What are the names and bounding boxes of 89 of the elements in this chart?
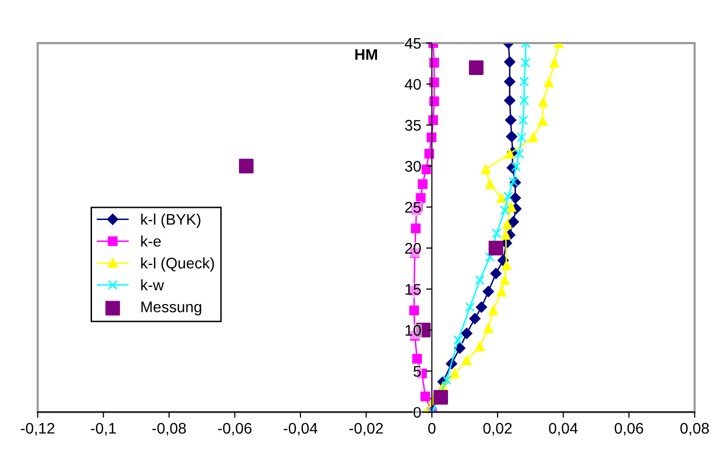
x-tick-label: -0,1 [90,422,116,436]
point [238,158,254,174]
point [506,202,516,212]
point [502,260,512,270]
point [508,216,519,228]
y-tick-label: 0 [414,406,421,418]
point [453,335,463,345]
point [450,368,460,378]
point [504,56,516,68]
y-tick-label: 20 [405,242,421,254]
point [504,94,516,106]
point [504,76,516,88]
point [482,286,494,298]
point [469,312,480,324]
x-tick-label: -0,08 [152,422,186,436]
point [418,179,428,189]
x-tick-label: 0,04 [548,422,578,436]
point [492,228,502,238]
point [519,76,530,86]
point [520,58,530,68]
point [416,193,426,203]
point [490,268,502,280]
point [409,306,419,316]
point [538,116,548,126]
point [496,286,506,296]
y-tick-label: 25 [405,202,421,213]
x-tick-label: 0,08 [680,422,709,436]
point [442,375,452,385]
x-tick-label: -0,02 [349,422,383,436]
legend-label: k-w [141,279,164,290]
point [508,176,518,187]
point [504,148,515,159]
point [502,219,512,230]
point [511,162,521,172]
point [429,78,440,88]
point [484,324,494,334]
point [510,192,521,204]
point [480,164,491,174]
point [488,306,498,316]
point [500,275,510,285]
point [465,302,475,312]
y-tick-label: 35 [405,120,421,131]
point [496,193,506,203]
y-tick-label: 30 [405,160,421,172]
x-tick-label: -0,12 [20,422,54,436]
point [518,115,528,126]
y-tick-label: 10 [406,324,421,336]
point [461,328,472,339]
point [505,114,516,126]
y-tick-label: 40 [404,78,421,90]
x-tick-label: -0,06 [218,422,252,436]
point [519,96,530,106]
point [485,179,495,189]
y-tick-label: 45 [404,38,421,49]
x-tick-label: 0,02 [483,422,512,436]
point [528,132,538,142]
legend-label: k-l (BYK) [141,214,200,228]
point [426,132,436,142]
point [420,392,430,402]
point [488,240,504,256]
point [462,356,472,366]
x-tick-label: 0,06 [614,422,644,436]
legend-label: k-l (Queck) [141,257,214,272]
point [514,148,524,159]
point [410,224,421,234]
point [476,302,488,313]
point [474,275,485,285]
point [485,252,495,262]
point [500,230,511,240]
point [468,60,484,75]
x-tick-label: 0 [428,422,436,434]
point [421,164,431,174]
point [506,130,518,142]
x-tick-label: -0,04 [284,422,318,436]
point [454,342,466,354]
legend-label: k-e [141,235,161,247]
y-tick-label: 5 [414,366,421,377]
point [516,132,526,142]
point [433,390,448,405]
point [412,354,422,364]
y-tick-label: 15 [406,284,421,295]
point [550,58,560,68]
legend-label: Messung [141,302,202,316]
point [544,78,554,88]
chart-title: HM [355,49,378,60]
point [503,192,513,202]
point [474,342,485,352]
point [538,97,548,107]
point [500,205,510,216]
